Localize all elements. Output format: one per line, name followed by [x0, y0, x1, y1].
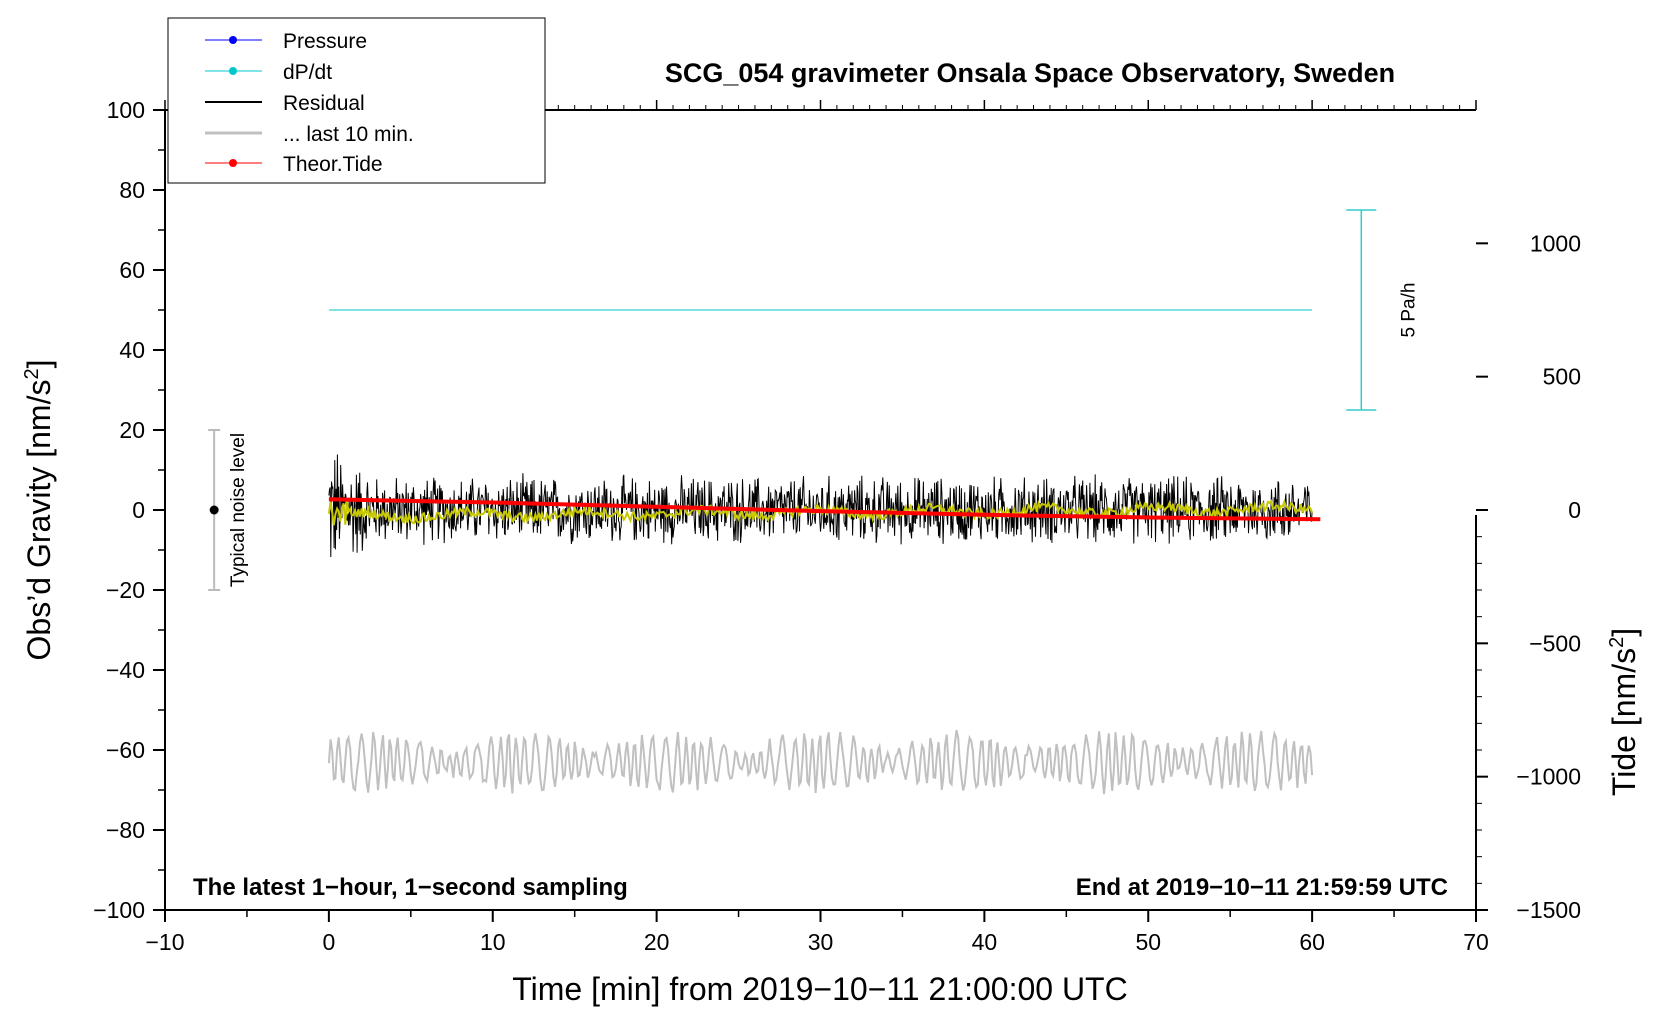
right-y-tick-label: −500	[1529, 630, 1581, 656]
legend-item-pressure: Pressure	[205, 30, 367, 53]
x-tick-label: 20	[644, 929, 670, 955]
last-10-min-line	[327, 729, 1314, 795]
right-y-tick-label: −1500	[1516, 897, 1581, 923]
legend-marker-pressure	[229, 36, 237, 44]
y-tick-label: 0	[132, 497, 145, 523]
legend-label-last10: ... last 10 min.	[283, 123, 414, 146]
legend-label-pressure: Pressure	[283, 30, 367, 53]
legend-label-tide: Theor.Tide	[283, 153, 383, 176]
left-axis-title-end: ]	[21, 360, 57, 369]
right-y-tick-label: −1000	[1516, 764, 1581, 790]
x-tick-label: 50	[1135, 929, 1161, 955]
noise-bar: Typical noise level	[208, 429, 249, 591]
scale-bar: 5 Pa/h	[1346, 209, 1419, 411]
y-tick-label: −20	[106, 577, 145, 603]
right-axis-title: Tide [nm/s2]	[1606, 628, 1642, 796]
right-axis-title-end: ]	[1606, 628, 1642, 637]
legend-item-last10: ... last 10 min.	[205, 123, 414, 146]
left-axis-title-sup: 2	[21, 368, 43, 379]
y-tick-label: 100	[107, 97, 145, 123]
x-tick-label: 0	[322, 929, 335, 955]
legend-item-residual: Residual	[205, 92, 365, 115]
noise-bar-dot	[209, 505, 219, 515]
x-tick-label: 30	[808, 929, 834, 955]
legend-box	[167, 17, 546, 184]
y-tick-label: −40	[106, 657, 145, 683]
chart-title: SCG_054 gravimeter Onsala Space Observat…	[665, 58, 1395, 88]
right-y-tick-label: 1000	[1530, 230, 1581, 256]
left-axis-title: Obs’d Gravity [nm/s2]	[21, 360, 57, 661]
right-axis-title-sup: 2	[1606, 637, 1628, 648]
x-tick-label: 40	[972, 929, 998, 955]
legend: Pressure dP/dt Residual ... last 10 min.…	[167, 17, 546, 184]
right-axis-title-main: Tide [nm/s	[1606, 648, 1642, 796]
left-axis-title-main: Obs’d Gravity [nm/s	[21, 380, 57, 661]
legend-marker-dpdt	[229, 67, 237, 75]
series-layer	[327, 309, 1321, 795]
x-tick-label: 60	[1299, 929, 1325, 955]
noise-label: Typical noise level	[228, 433, 249, 587]
legend-item-dpdt: dP/dt	[205, 61, 332, 84]
y-tick-label: −60	[106, 737, 145, 763]
x-tick-label: 70	[1463, 929, 1489, 955]
y-tick-label: −80	[106, 817, 145, 843]
y-tick-label: −100	[93, 897, 145, 923]
right-y-ticks: −1500 −1000 −500 0 500 1000	[1476, 230, 1581, 923]
y-tick-label: 40	[119, 337, 145, 363]
x-tick-label: 10	[480, 929, 506, 955]
y-tick-label: 60	[119, 257, 145, 283]
smoothed-residual-line	[327, 498, 1314, 526]
theor-tide-line	[328, 497, 1321, 522]
right-y-tick-label: 500	[1543, 364, 1581, 390]
bottom-right-note: End at 2019−10−11 21:59:59 UTC	[1076, 874, 1448, 901]
residual-line	[328, 454, 1313, 558]
right-y-tick-label: 0	[1568, 497, 1581, 523]
y-ticks: −100 −80 −60 −40 −20 0 20 40 60 80 100	[93, 97, 165, 923]
legend-label-dpdt: dP/dt	[283, 61, 332, 84]
x-axis-title: Time [min] from 2019−10−11 21:00:00 UTC	[512, 971, 1127, 1007]
y-tick-label: 20	[119, 417, 145, 443]
y-tick-label: 80	[119, 177, 145, 203]
x-tick-label: −10	[145, 929, 184, 955]
legend-label-residual: Residual	[283, 92, 365, 115]
scale-label: 5 Pa/h	[1398, 283, 1419, 338]
legend-item-tide: Theor.Tide	[205, 153, 383, 176]
bottom-left-note: The latest 1−hour, 1−second sampling	[193, 874, 628, 901]
legend-marker-tide	[229, 159, 237, 167]
x-ticks: −10 0 10 20 30 40 50 60 70	[145, 910, 1489, 955]
